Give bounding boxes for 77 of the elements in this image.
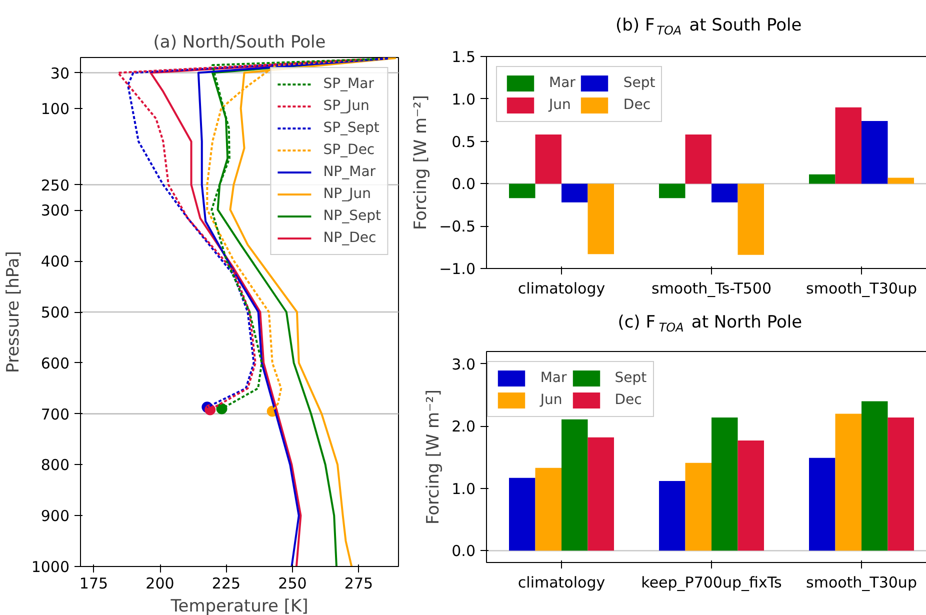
y-tick-label: 400 — [40, 252, 70, 271]
x-tick-label: keep_P700up_fixTs — [641, 574, 782, 592]
x-tick-label: climatology — [518, 280, 606, 298]
legend-label: Dec — [614, 392, 642, 408]
y-tick-label: 1.0 — [452, 480, 476, 498]
x-tick-label: 275 — [344, 574, 374, 592]
y-tick-label: 2.0 — [452, 418, 476, 436]
bar — [712, 184, 738, 202]
legend-label: Jun — [549, 97, 571, 113]
bar — [888, 178, 914, 184]
y-tick-label: 0.0 — [452, 542, 476, 560]
x-tick-label: 200 — [146, 574, 174, 592]
bar — [685, 462, 712, 551]
y-tick-label: 3.0 — [452, 355, 476, 374]
bar — [738, 184, 764, 255]
x-tick-label: 175 — [79, 574, 108, 592]
bar — [535, 468, 562, 551]
y-tick-label: −0.5 — [439, 218, 476, 236]
bar — [862, 120, 888, 184]
y-tick-label: 0.0 — [452, 175, 476, 194]
chart-title: (a) North/South Pole — [153, 32, 326, 52]
y-tick-label: 30 — [50, 64, 70, 82]
x-tick-label: smooth_T30up — [806, 574, 917, 592]
bar — [588, 437, 614, 551]
bar — [509, 184, 536, 198]
y-tick-label: 600 — [40, 354, 70, 372]
legend-label: NP_Sept — [323, 208, 381, 224]
bar — [835, 414, 862, 551]
bar — [659, 480, 686, 551]
y-axis-title: Forcing [W m⁻²] — [411, 94, 432, 230]
legend-label: Jun — [540, 392, 562, 408]
x-tick-label: climatology — [518, 574, 606, 592]
legend-label: SP_Dec — [323, 142, 375, 158]
x-tick-label: 225 — [212, 574, 241, 592]
legend-label: NP_Mar — [323, 164, 376, 180]
y-axis-title: Pressure [hPa] — [3, 251, 24, 373]
bar — [659, 184, 686, 198]
bar — [835, 107, 862, 184]
bar — [862, 401, 888, 551]
y-tick-label: 900 — [40, 507, 70, 526]
y-tick-label: 1000 — [31, 558, 70, 576]
legend-label: Mar — [540, 370, 567, 386]
y-tick-label: 1.5 — [452, 48, 476, 66]
bar — [738, 440, 764, 551]
y-tick-label: −1.0 — [439, 260, 476, 278]
bar — [588, 184, 614, 254]
y-tick-label: 500 — [40, 304, 70, 322]
legend-label: Dec — [623, 97, 651, 113]
bar — [562, 184, 588, 202]
x-axis-title: Temperature [K] — [170, 596, 308, 615]
bar — [535, 134, 562, 184]
legend-label: Mar — [549, 75, 576, 91]
bar — [888, 417, 914, 551]
x-tick-label: 250 — [278, 574, 307, 592]
legend-label: NP_Jun — [323, 186, 371, 202]
legend-label: Sept — [614, 370, 647, 386]
legend-label: SP_Mar — [323, 76, 374, 92]
legend-label: SP_Jun — [323, 98, 370, 114]
legend-label: SP_Sept — [323, 120, 380, 136]
y-tick-label: 700 — [40, 405, 70, 424]
x-tick-label: smooth_T30up — [806, 280, 917, 298]
y-tick-label: 0.5 — [452, 132, 476, 151]
bar — [562, 419, 588, 551]
bar — [509, 478, 536, 551]
y-tick-label: 100 — [40, 100, 70, 118]
y-tick-label: 300 — [40, 202, 70, 220]
y-tick-label: 250 — [40, 176, 70, 194]
bar — [809, 174, 836, 184]
bar — [809, 458, 836, 551]
y-tick-label: 800 — [40, 456, 70, 474]
x-tick-label: smooth_Ts-T500 — [652, 280, 772, 298]
bar — [712, 417, 738, 551]
y-axis-title: Forcing [W m⁻²] — [424, 389, 444, 525]
y-tick-label: 1.0 — [452, 90, 476, 108]
bar — [685, 134, 712, 184]
legend-label: Sept — [623, 75, 656, 91]
legend-label: NP_Dec — [323, 230, 376, 246]
